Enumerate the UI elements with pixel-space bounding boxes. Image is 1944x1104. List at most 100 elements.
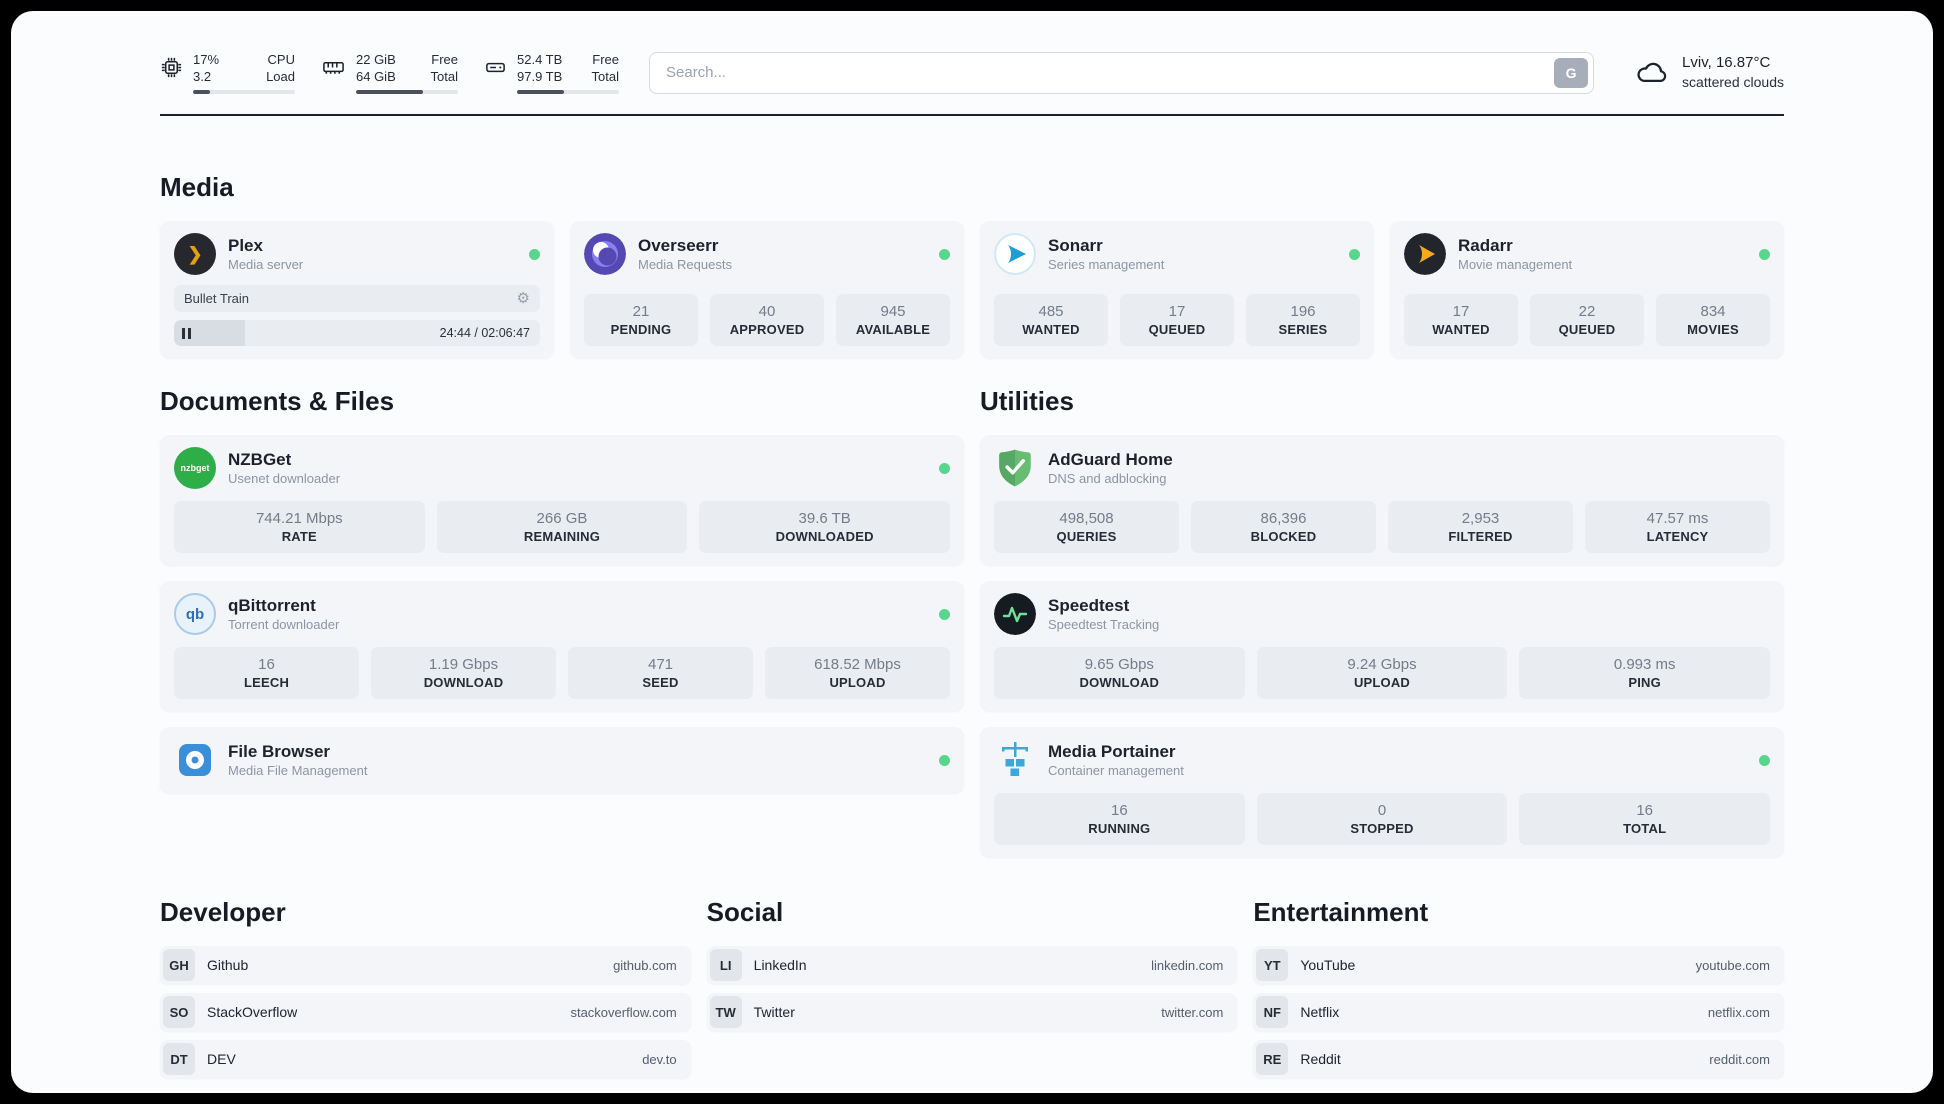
system-stats: 17% CPU 3.2 Load: [160, 51, 619, 94]
section-title-documents: Documents & Files: [160, 386, 395, 416]
disk-progress-bar: [517, 90, 619, 94]
bookmark-twitter[interactable]: TW Twitter twitter.com: [706, 993, 1238, 1031]
service-subtitle: Torrent downloader: [228, 617, 340, 632]
status-dot: [1349, 248, 1360, 260]
service-card-speedtest[interactable]: Speedtest Speedtest Tracking 9.65 Gbps D…: [980, 581, 1784, 711]
cpu-progress-bar: [193, 90, 295, 94]
service-card-radarr[interactable]: Radarr Movie management 17 WANTED 22 QUE…: [1390, 221, 1784, 358]
stat-box: 0.993 ms PING: [1519, 647, 1770, 699]
bookmark-badge: TW: [709, 996, 742, 1028]
bookmark-linkedin[interactable]: LI LinkedIn linkedin.com: [706, 946, 1238, 984]
status-dot: [939, 462, 950, 474]
service-name: Media Portainer: [1048, 742, 1176, 761]
service-name: AdGuard Home: [1048, 450, 1173, 469]
bookmark-github[interactable]: GH Github github.com: [160, 946, 691, 984]
stat-box: 2,953 FILTERED: [1388, 501, 1573, 553]
status-dot: [939, 754, 950, 766]
memory-total-label: Total: [430, 69, 458, 84]
disk-total-value: 97.9 TB: [517, 69, 563, 84]
cpu-load-label: Load: [266, 69, 295, 84]
bookmark-url: reddit.com: [1709, 1051, 1770, 1067]
stat-box: 1.19 Gbps DOWNLOAD: [371, 647, 556, 699]
section-title-media: Media: [160, 172, 234, 202]
pause-icon[interactable]: [182, 327, 191, 339]
service-card-sonarr[interactable]: Sonarr Series management 485 WANTED 17 Q…: [980, 221, 1374, 358]
status-dot: [1759, 248, 1770, 260]
service-name: qBittorrent: [228, 596, 316, 615]
plex-icon: ❯: [174, 233, 216, 275]
service-name: Plex: [228, 236, 263, 255]
bookmark-youtube[interactable]: YT YouTube youtube.com: [1253, 946, 1784, 984]
service-card-filebrowser[interactable]: File Browser Media File Management: [160, 727, 964, 793]
cpu-usage-value: 17%: [193, 52, 220, 67]
disk-widget: 52.4 TB Free 97.9 TB Total: [484, 51, 619, 94]
bookmark-url: twitter.com: [1161, 1004, 1224, 1020]
service-subtitle: Media File Management: [228, 763, 368, 778]
bookmark-stackoverflow[interactable]: SO StackOverflow stackoverflow.com: [160, 993, 691, 1031]
section-entertainment: Entertainment YT YouTube youtube.com NF …: [1253, 897, 1784, 1087]
bookmark-name: Reddit: [1300, 1051, 1341, 1067]
sonarr-icon: [994, 233, 1036, 275]
playback-time: 24:44 / 02:06:47: [439, 326, 530, 340]
status-dot: [939, 608, 950, 620]
service-subtitle: Movie management: [1458, 257, 1573, 272]
disk-total-label: Total: [591, 69, 619, 84]
service-card-portainer[interactable]: Media Portainer Container management 16 …: [980, 727, 1784, 857]
section-social: Social LI LinkedIn linkedin.com TW Twitt…: [706, 897, 1238, 1040]
service-name: NZBGet: [228, 450, 292, 469]
adguard-icon: [994, 447, 1036, 489]
service-subtitle: Speedtest Tracking: [1048, 617, 1160, 632]
bookmark-badge: RE: [1256, 1043, 1289, 1075]
search-input[interactable]: [649, 51, 1595, 94]
bookmark-url: github.com: [613, 957, 677, 973]
stat-box: 16 RUNNING: [994, 793, 1245, 845]
bookmark-name: LinkedIn: [753, 957, 807, 973]
bookmark-url: stackoverflow.com: [570, 1004, 677, 1020]
stat-box: 744.21 Mbps RATE: [174, 501, 425, 553]
stat-box: 16 LEECH: [174, 647, 359, 699]
section-title-social: Social: [706, 897, 784, 927]
bookmark-reddit[interactable]: RE Reddit reddit.com: [1253, 1040, 1784, 1078]
memory-icon: [321, 56, 346, 79]
service-subtitle: Media Requests: [638, 257, 732, 272]
portainer-icon: [994, 739, 1036, 781]
service-card-plex[interactable]: ❯ Plex Media server Bullet Train ⚙: [160, 221, 554, 358]
bookmark-name: Twitter: [753, 1004, 795, 1020]
service-card-overseerr[interactable]: Overseerr Media Requests 21 PENDING 40 A…: [570, 221, 964, 358]
stat-box: 618.52 Mbps UPLOAD: [765, 647, 950, 699]
service-subtitle: Usenet downloader: [228, 471, 341, 486]
section-developer: Developer GH Github github.com SO StackO…: [160, 897, 691, 1087]
playback-progress-bar[interactable]: 24:44 / 02:06:47: [174, 320, 540, 346]
service-name: Radarr: [1458, 236, 1513, 255]
disk-icon: [484, 56, 507, 79]
bookmark-name: YouTube: [1300, 957, 1356, 973]
bookmark-name: DEV: [207, 1051, 236, 1067]
search-engine-button[interactable]: G: [1554, 57, 1589, 88]
service-card-qbittorrent[interactable]: qb qBittorrent Torrent downloader 16: [160, 581, 964, 711]
section-title-developer: Developer: [160, 897, 286, 927]
section-title-utilities: Utilities: [980, 386, 1074, 416]
bookmark-netflix[interactable]: NF Netflix netflix.com: [1253, 993, 1784, 1031]
bookmark-url: linkedin.com: [1151, 957, 1224, 973]
bookmark-dev[interactable]: DT DEV dev.to: [160, 1040, 691, 1078]
stat-box: 266 GB REMAINING: [436, 501, 688, 553]
nzbget-icon: nzbget: [174, 447, 216, 489]
service-card-nzbget[interactable]: nzbget NZBGet Usenet downloader 744.21 M…: [160, 435, 964, 565]
status-dot: [939, 248, 950, 260]
memory-total-value: 64 GiB: [356, 69, 396, 84]
stat-box: 471 SEED: [568, 647, 753, 699]
bookmark-name: Netflix: [1300, 1004, 1340, 1020]
cpu-label: CPU: [267, 52, 295, 67]
stat-box: 9.65 Gbps DOWNLOAD: [994, 647, 1245, 699]
bookmark-url: dev.to: [642, 1051, 677, 1067]
radarr-icon: [1404, 233, 1446, 275]
bookmark-badge: GH: [163, 949, 195, 981]
cloud-icon: [1634, 59, 1670, 87]
bookmark-badge: NF: [1256, 996, 1289, 1028]
service-name: File Browser: [228, 742, 331, 761]
service-card-adguard[interactable]: AdGuard Home DNS and adblocking 498,508 …: [980, 435, 1784, 565]
memory-free-label: Free: [431, 52, 458, 67]
memory-free-value: 22 GiB: [356, 52, 396, 67]
gear-icon[interactable]: ⚙: [516, 290, 530, 307]
top-bar: 17% CPU 3.2 Load: [160, 11, 1784, 94]
